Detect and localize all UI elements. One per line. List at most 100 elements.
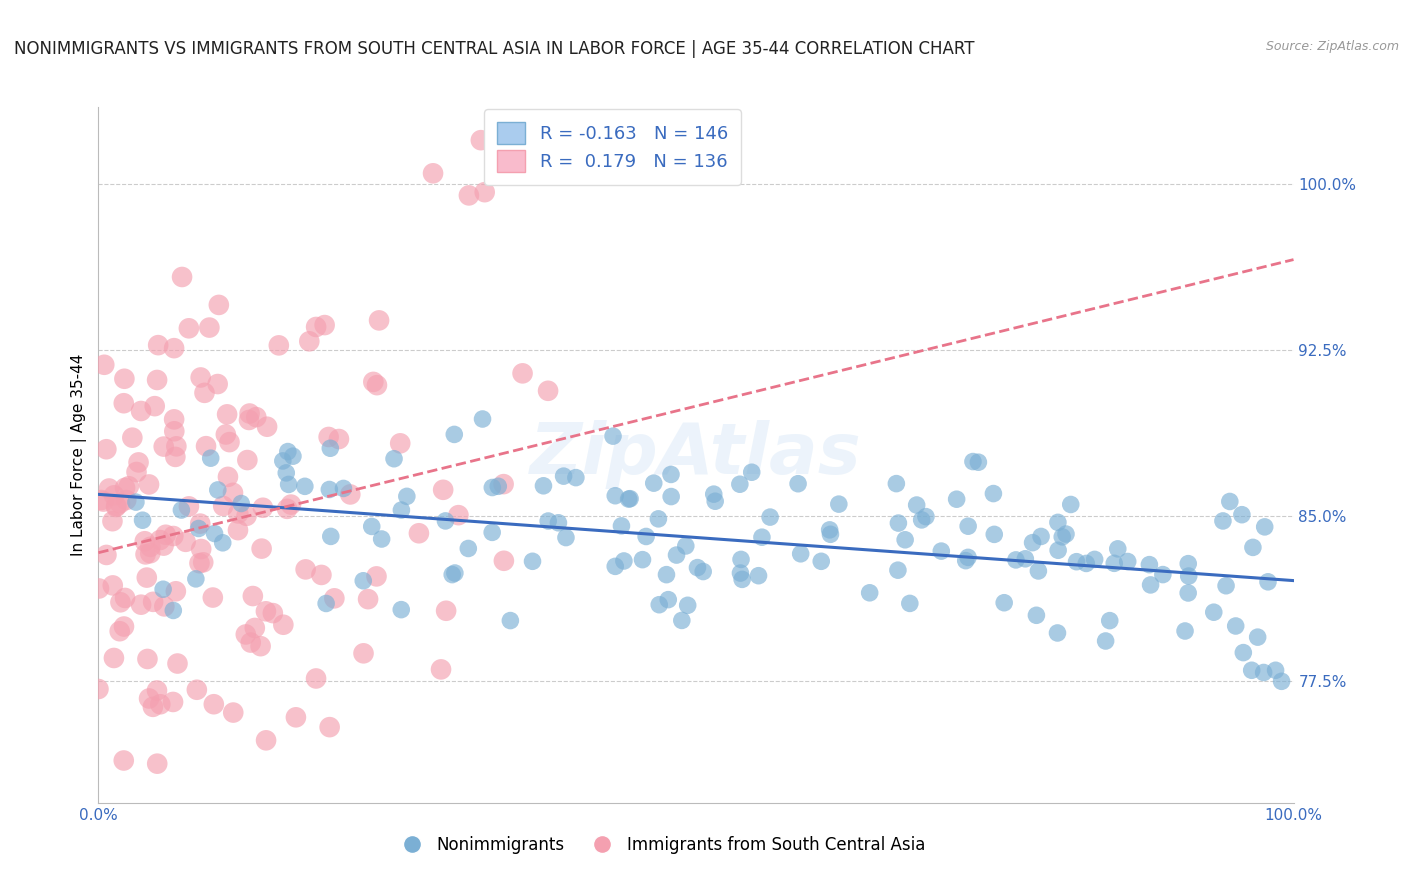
- Point: [212, 499, 235, 513]
- Point: [277, 444, 299, 458]
- Point: [114, 591, 136, 605]
- Point: [887, 516, 910, 530]
- Point: [204, 526, 226, 541]
- Point: [430, 662, 453, 676]
- Point: [1219, 494, 1241, 508]
- Point: [143, 399, 166, 413]
- Point: [146, 683, 169, 698]
- Point: [474, 185, 496, 199]
- Point: [911, 513, 934, 527]
- Point: [1047, 543, 1070, 558]
- Point: [686, 560, 709, 574]
- Point: [311, 568, 333, 582]
- Point: [87, 681, 110, 696]
- Point: [103, 488, 125, 502]
- Point: [226, 507, 249, 521]
- Point: [1177, 586, 1199, 600]
- Point: [146, 373, 169, 387]
- Point: [957, 519, 980, 533]
- Point: [636, 529, 658, 543]
- Text: NONIMMIGRANTS VS IMMIGRANTS FROM SOUTH CENTRAL ASIA IN LABOR FORCE | AGE 35-44 C: NONIMMIGRANTS VS IMMIGRANTS FROM SOUTH C…: [14, 40, 974, 58]
- Point: [318, 720, 340, 734]
- Point: [457, 541, 479, 556]
- Point: [643, 476, 665, 491]
- Point: [458, 188, 481, 202]
- Y-axis label: In Labor Force | Age 35-44: In Labor Force | Age 35-44: [72, 354, 87, 556]
- Point: [142, 595, 165, 609]
- Point: [142, 699, 165, 714]
- Legend: Nonimmigrants, Immigrants from South Central Asia: Nonimmigrants, Immigrants from South Cen…: [388, 830, 932, 861]
- Point: [481, 481, 503, 495]
- Point: [193, 555, 215, 569]
- Point: [238, 413, 260, 427]
- Point: [190, 370, 212, 384]
- Point: [659, 467, 682, 482]
- Point: [276, 466, 298, 480]
- Point: [135, 571, 157, 585]
- Point: [728, 477, 751, 491]
- Point: [93, 358, 115, 372]
- Point: [828, 497, 851, 511]
- Point: [368, 313, 391, 327]
- Point: [148, 338, 170, 352]
- Point: [125, 495, 148, 509]
- Point: [118, 479, 141, 493]
- Point: [226, 523, 249, 537]
- Point: [648, 598, 671, 612]
- Point: [112, 619, 135, 633]
- Point: [332, 482, 354, 496]
- Point: [613, 554, 636, 568]
- Point: [250, 541, 273, 556]
- Point: [915, 509, 938, 524]
- Point: [254, 604, 277, 618]
- Point: [135, 548, 157, 562]
- Point: [1054, 527, 1077, 541]
- Point: [605, 489, 627, 503]
- Point: [262, 606, 284, 620]
- Point: [328, 432, 350, 446]
- Point: [962, 454, 984, 468]
- Point: [389, 503, 412, 517]
- Point: [134, 534, 156, 549]
- Point: [305, 320, 328, 334]
- Point: [810, 554, 832, 568]
- Point: [128, 455, 150, 469]
- Point: [125, 465, 148, 479]
- Point: [1225, 619, 1247, 633]
- Point: [655, 567, 678, 582]
- Point: [481, 525, 503, 540]
- Point: [993, 596, 1015, 610]
- Point: [177, 500, 200, 514]
- Point: [1240, 663, 1263, 677]
- Point: [553, 469, 575, 483]
- Point: [1094, 634, 1116, 648]
- Point: [184, 572, 207, 586]
- Point: [1029, 529, 1052, 543]
- Point: [1254, 520, 1277, 534]
- Point: [1005, 553, 1028, 567]
- Point: [408, 526, 430, 541]
- Point: [619, 491, 641, 506]
- Point: [193, 385, 215, 400]
- Point: [170, 503, 193, 517]
- Point: [443, 427, 465, 442]
- Point: [254, 733, 277, 747]
- Point: [235, 627, 257, 641]
- Point: [87, 582, 110, 596]
- Point: [103, 651, 125, 665]
- Point: [537, 514, 560, 528]
- Point: [208, 298, 231, 312]
- Point: [202, 697, 225, 711]
- Point: [1230, 508, 1253, 522]
- Point: [222, 485, 245, 500]
- Point: [1215, 579, 1237, 593]
- Point: [789, 547, 811, 561]
- Point: [163, 424, 186, 438]
- Point: [280, 498, 302, 512]
- Point: [105, 500, 128, 514]
- Point: [422, 166, 444, 180]
- Point: [741, 465, 763, 479]
- Point: [657, 592, 679, 607]
- Point: [136, 652, 159, 666]
- Point: [249, 639, 271, 653]
